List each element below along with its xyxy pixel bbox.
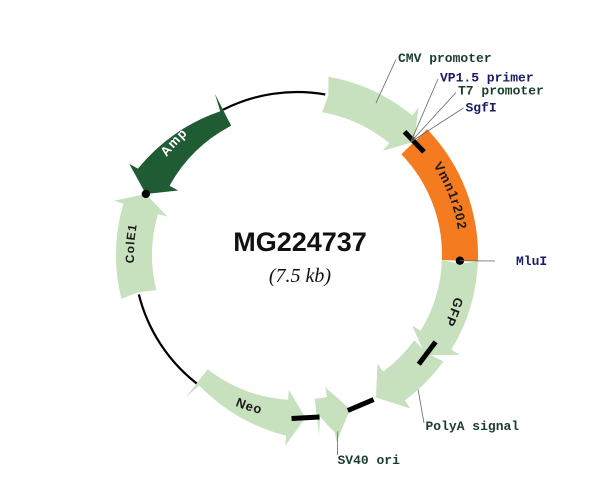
svg-text:MluI: MluI (516, 254, 547, 269)
svg-text:T7 promoter: T7 promoter (458, 84, 544, 99)
svg-text:CMV promoter: CMV promoter (398, 51, 492, 66)
svg-text:(7.5 kb): (7.5 kb) (269, 265, 332, 287)
svg-text:MG224737: MG224737 (233, 227, 367, 257)
svg-text:SgfI: SgfI (466, 101, 497, 116)
svg-text:PolyA signal: PolyA signal (426, 419, 520, 434)
svg-text:SV40 ori: SV40 ori (338, 453, 401, 468)
